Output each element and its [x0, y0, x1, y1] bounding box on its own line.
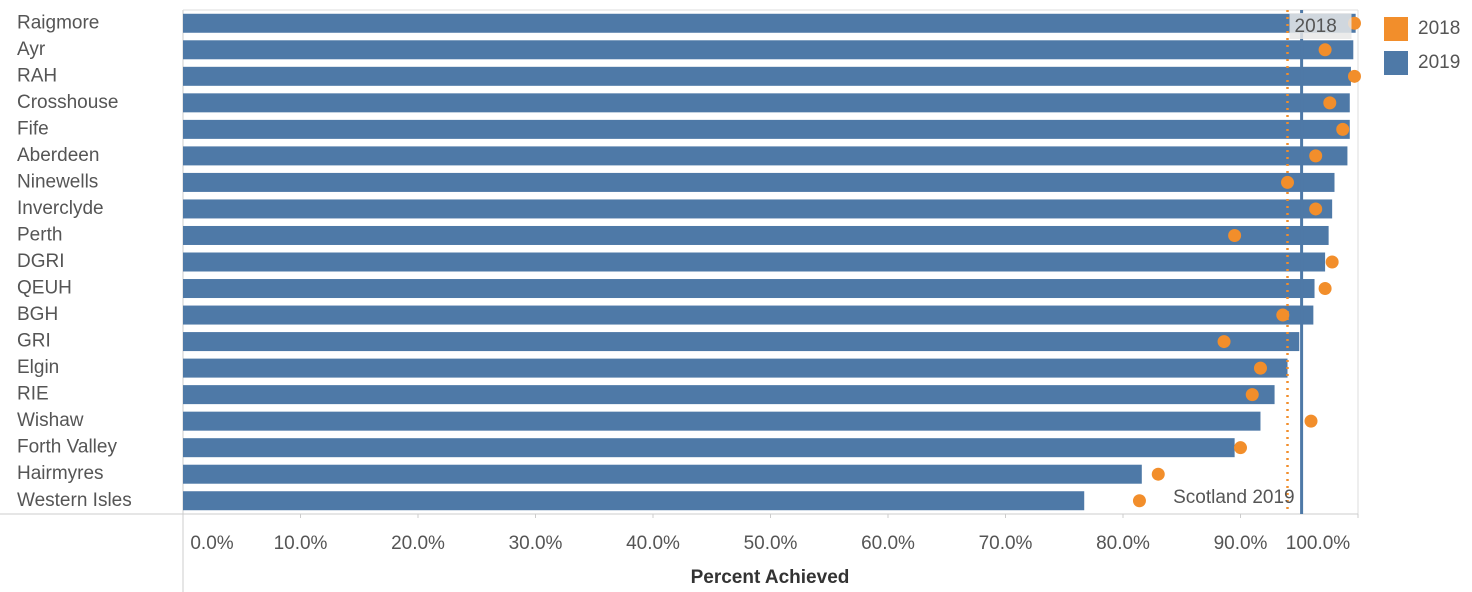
y-tick-label: Crosshouse: [17, 92, 118, 113]
x-tick-label: 90.0%: [1214, 533, 1268, 554]
bar: [183, 172, 1335, 192]
y-tick-label: Perth: [17, 224, 62, 245]
bar: [183, 40, 1354, 60]
bar: [183, 199, 1333, 219]
bar: [183, 358, 1288, 378]
dot: [1234, 441, 1247, 455]
y-tick-label: QEUH: [17, 278, 72, 299]
x-tick-label: 10.0%: [274, 533, 328, 554]
y-tick-label: Inverclyde: [17, 198, 104, 219]
x-tick-label: 70.0%: [979, 533, 1033, 554]
dot: [1151, 467, 1165, 481]
dot: [1281, 175, 1294, 189]
reference-label: Scotland 2019: [1173, 487, 1295, 508]
bar: [183, 491, 1085, 511]
dot: [1217, 335, 1231, 349]
reference-label: 2018: [1295, 16, 1337, 37]
bar: [183, 252, 1326, 272]
y-tick-label: Fife: [17, 118, 49, 139]
bar: [183, 385, 1275, 405]
dot: [1253, 361, 1267, 375]
y-tick-label: Wishaw: [17, 410, 84, 431]
dot: [1347, 69, 1361, 83]
legend-label: 2018: [1418, 18, 1460, 39]
x-tick-label: 60.0%: [861, 533, 915, 554]
x-tick-label: 40.0%: [626, 533, 680, 554]
bar: [183, 146, 1348, 166]
x-axis-title: Percent Achieved: [691, 567, 850, 588]
y-tick-label: Ayr: [17, 39, 46, 60]
bar: [183, 411, 1261, 431]
reference-label-box: [1289, 13, 1352, 39]
x-tick-label: 20.0%: [391, 533, 445, 554]
x-tick-label: 100.0%: [1286, 533, 1351, 554]
y-tick-label: DGRI: [17, 251, 65, 272]
dot: [1309, 202, 1323, 216]
bar: [183, 66, 1351, 86]
y-tick-label: Raigmore: [17, 12, 99, 33]
x-tick-label: 0.0%: [190, 533, 233, 554]
y-tick-label: Forth Valley: [17, 437, 117, 458]
dot: [1228, 228, 1242, 242]
dot: [1323, 96, 1337, 110]
dot: [1276, 308, 1290, 322]
legend-swatch: [1384, 51, 1408, 75]
legend-swatch: [1384, 17, 1408, 41]
dot: [1304, 414, 1318, 428]
x-tick-label: 30.0%: [509, 533, 563, 554]
bar: [183, 279, 1315, 299]
bar: [183, 225, 1329, 245]
dot: [1309, 149, 1323, 163]
x-tick-label: 50.0%: [744, 533, 798, 554]
bar: [183, 438, 1235, 458]
bar: [183, 305, 1314, 325]
dot: [1318, 43, 1332, 57]
dot: [1336, 122, 1350, 136]
y-tick-label: Western Isles: [17, 490, 132, 511]
y-tick-label: RIE: [17, 384, 49, 405]
dot: [1245, 388, 1259, 402]
bar: [183, 464, 1142, 484]
bar: [183, 13, 1356, 33]
dot: [1318, 282, 1332, 296]
legend-label: 2019: [1418, 52, 1460, 73]
y-tick-label: Hairmyres: [17, 463, 104, 484]
bar: [183, 332, 1300, 352]
y-tick-label: Ninewells: [17, 171, 98, 192]
dot: [1132, 494, 1146, 508]
bar: [183, 93, 1350, 113]
y-tick-label: BGH: [17, 304, 58, 325]
y-tick-label: Aberdeen: [17, 145, 99, 166]
bar: [183, 119, 1350, 139]
dot: [1325, 255, 1339, 269]
y-tick-label: Elgin: [17, 357, 59, 378]
y-tick-label: GRI: [17, 331, 51, 352]
x-tick-label: 80.0%: [1096, 533, 1150, 554]
y-tick-label: RAH: [17, 65, 57, 86]
